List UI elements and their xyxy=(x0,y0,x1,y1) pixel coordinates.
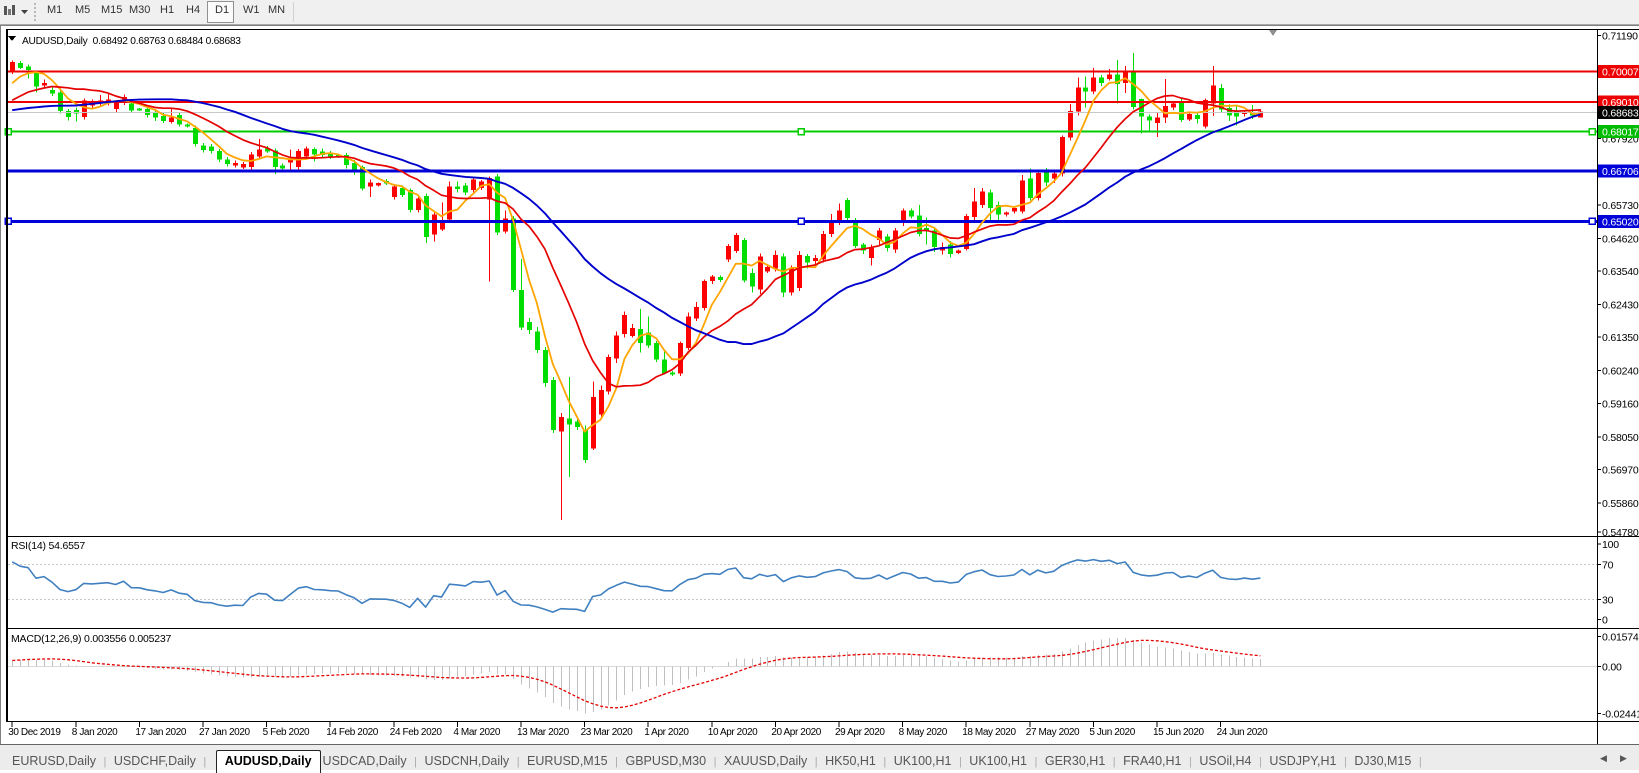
svg-text:13 Mar 2020: 13 Mar 2020 xyxy=(517,727,570,738)
svg-text:1 Apr 2020: 1 Apr 2020 xyxy=(644,727,689,738)
svg-text:0.65730: 0.65730 xyxy=(1602,200,1639,212)
svg-text:0.60240: 0.60240 xyxy=(1602,366,1639,378)
svg-text:0.65020: 0.65020 xyxy=(1602,216,1639,228)
svg-text:29 Apr 2020: 29 Apr 2020 xyxy=(835,727,885,738)
svg-text:8 May 2020: 8 May 2020 xyxy=(899,727,948,738)
svg-text:10 Apr 2020: 10 Apr 2020 xyxy=(708,727,758,738)
svg-text:MACD(12,26,9) 0.003556 0.00523: MACD(12,26,9) 0.003556 0.005237 xyxy=(11,633,172,645)
svg-text:24 Jun 2020: 24 Jun 2020 xyxy=(1217,727,1268,738)
svg-text:0.68017: 0.68017 xyxy=(1602,127,1639,139)
svg-text:0.54780: 0.54780 xyxy=(1602,527,1639,539)
svg-text:AUDUSD,Daily 0.68492 0.68763: AUDUSD,Daily 0.68492 0.68763 0.68484 0.6… xyxy=(22,36,241,47)
svg-text:23 Mar 2020: 23 Mar 2020 xyxy=(581,727,634,738)
svg-text:0.63540: 0.63540 xyxy=(1602,266,1639,278)
svg-text:30 Dec 2019: 30 Dec 2019 xyxy=(8,727,61,738)
svg-text:0.70007: 0.70007 xyxy=(1602,67,1639,79)
svg-text:0.61350: 0.61350 xyxy=(1602,332,1639,344)
svg-text:100: 100 xyxy=(1602,539,1619,551)
svg-text:0.66706: 0.66706 xyxy=(1602,166,1639,178)
svg-text:0: 0 xyxy=(1602,615,1608,627)
svg-text:0.69010: 0.69010 xyxy=(1602,97,1639,109)
svg-text:0.015741: 0.015741 xyxy=(1602,632,1639,644)
svg-text:5 Jun 2020: 5 Jun 2020 xyxy=(1089,727,1135,738)
svg-text:0.55860: 0.55860 xyxy=(1602,498,1639,510)
svg-text:20 Apr 2020: 20 Apr 2020 xyxy=(771,727,821,738)
svg-text:0.56970: 0.56970 xyxy=(1602,465,1639,477)
svg-text:24 Feb 2020: 24 Feb 2020 xyxy=(390,727,443,738)
svg-text:-0.024411: -0.024411 xyxy=(1602,708,1639,720)
svg-text:14 Feb 2020: 14 Feb 2020 xyxy=(326,727,379,738)
svg-text:5 Feb 2020: 5 Feb 2020 xyxy=(263,727,310,738)
svg-text:8 Jan 2020: 8 Jan 2020 xyxy=(72,727,118,738)
svg-text:0.58050: 0.58050 xyxy=(1602,432,1639,444)
svg-text:0.62430: 0.62430 xyxy=(1602,300,1639,312)
svg-text:0.00: 0.00 xyxy=(1602,662,1622,674)
svg-text:0.68683: 0.68683 xyxy=(1602,108,1639,120)
svg-text:15 Jun 2020: 15 Jun 2020 xyxy=(1153,727,1204,738)
svg-text:RSI(14) 54.6557: RSI(14) 54.6557 xyxy=(11,540,85,552)
svg-text:0.71190: 0.71190 xyxy=(1602,31,1638,43)
svg-text:0.64620: 0.64620 xyxy=(1602,233,1639,245)
svg-text:18 May 2020: 18 May 2020 xyxy=(962,727,1016,738)
svg-text:17 Jan 2020: 17 Jan 2020 xyxy=(135,727,186,738)
svg-text:4 Mar 2020: 4 Mar 2020 xyxy=(453,727,500,738)
svg-text:70: 70 xyxy=(1602,559,1614,571)
svg-text:27 Jan 2020: 27 Jan 2020 xyxy=(199,727,250,738)
svg-text:27 May 2020: 27 May 2020 xyxy=(1026,727,1080,738)
svg-text:30: 30 xyxy=(1602,595,1614,607)
svg-text:0.59160: 0.59160 xyxy=(1602,398,1639,410)
